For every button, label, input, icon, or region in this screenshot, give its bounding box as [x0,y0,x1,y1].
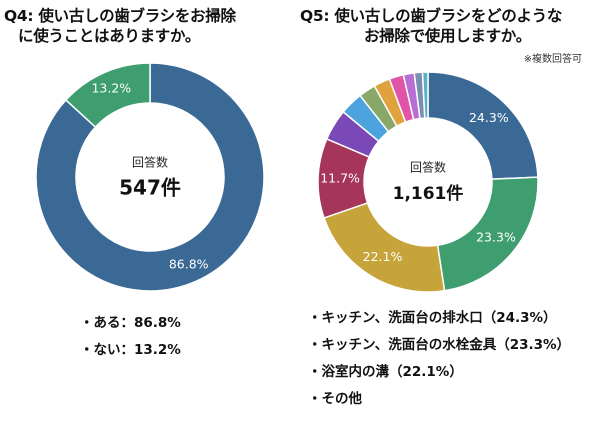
q5-bullet-faucet: ・キッチン、洗面台の水栓金具（23.3%） [308,337,571,353]
q5-slice-label-0: 24.3% [469,110,509,125]
q4-slice-1 [64,62,151,129]
q5-bullet-list: ・キッチン、洗面台の排水口（24.3%） ・キッチン、洗面台の水栓金具（23.3… [308,305,570,413]
q4-bullet-list: ・ある：86.8% ・ない：13.2% [80,310,181,364]
q5-bullet-bathroom-grooves: ・浴室内の溝（22.1%） [308,364,463,380]
q4-title-line1: Q4: 使い古しの歯ブラシをお掃除 [4,7,236,25]
q4-panel: Q4: 使い古しの歯ブラシをお掃除 に使うことはありますか。 86.8% 13.2… [0,0,280,423]
q5-title-line2: お掃除で使用しますか。 [364,27,531,45]
q4-title: Q4: 使い古しの歯ブラシをお掃除 に使うことはありますか。 [4,6,236,46]
q4-slice-0 [35,62,265,292]
q4-bullet-yes: ・ある：86.8% [80,315,181,331]
q5-slice-label-2: 22.1% [363,249,403,264]
q4-donut-chart: 86.8% 13.2% 回答数 547件 [35,62,265,292]
q5-slice-2 [323,201,446,293]
q5-donut-chart: 24.3% 23.3% 22.1% 11.7% 回答数 1,161件 [317,71,539,293]
q5-panel: Q5: 使い古しの歯ブラシをどのような お掃除で使用しますか。 ※複数回答可 2… [280,0,592,423]
q5-bullet-other: ・その他 [308,391,362,407]
q5-title: Q5: 使い古しの歯ブラシをどのような お掃除で使用しますか。 [300,6,562,46]
multiple-answers-note: ※複数回答可 [523,54,582,65]
q4-bullet-no: ・ない：13.2% [80,342,181,358]
q5-center-label: 回答数 [410,160,446,175]
q5-slice-0 [427,71,539,180]
q4-title-line2: に使うことはありますか。 [18,27,201,45]
q5-title-line1: Q5: 使い古しの歯ブラシをどのような [300,7,563,25]
q5-bullet-drain: ・キッチン、洗面台の排水口（24.3%） [308,310,557,326]
q5-slice-label-3: 11.7% [320,170,360,185]
q5-slice-11 [421,71,429,119]
q4-center-label: 回答数 [132,155,168,170]
q5-slice-label-1: 23.3% [476,229,516,244]
q4-slice-label-1: 13.2% [91,81,131,96]
q4-slice-label-0: 86.8% [169,256,209,271]
q5-center-value: 1,161件 [393,183,464,204]
q4-center-value: 547件 [119,176,181,200]
